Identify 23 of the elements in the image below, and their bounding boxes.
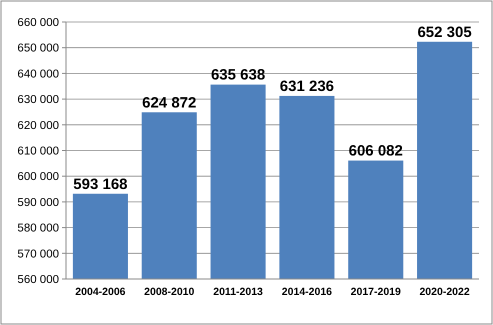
y-tick-label: 590 000 [17,196,59,209]
data-label: 635 638 [210,66,266,84]
y-tick-label: 640 000 [17,68,59,80]
x-tick-label: 2011-2013 [213,286,264,298]
x-tick-label: 2017-2019 [350,286,402,298]
data-label: 606 082 [348,142,403,160]
y-tick-label: 610 000 [17,146,59,158]
data-label: 631 236 [280,78,334,95]
x-tick-label: 2020-2022 [419,286,470,298]
y-tick-label: 560 000 [17,274,59,286]
x-tick-label: 2014-2016 [282,286,332,298]
x-tick-label: 2004-2006 [75,286,126,298]
y-tick-label: 660 000 [17,17,59,30]
y-tick-label: 620 000 [17,120,59,132]
data-label: 624 872 [142,94,196,112]
y-tick-label: 570 000 [17,248,59,260]
y-tick-label: 580 000 [17,222,59,235]
y-tick-label: 600 000 [17,171,59,184]
y-tick-label: 630 000 [17,94,59,106]
x-tick-label: 2008-2010 [144,286,195,298]
y-tick-label: 650 000 [17,42,59,55]
data-label: 593 168 [73,176,128,193]
data-label: 652 305 [417,24,472,41]
